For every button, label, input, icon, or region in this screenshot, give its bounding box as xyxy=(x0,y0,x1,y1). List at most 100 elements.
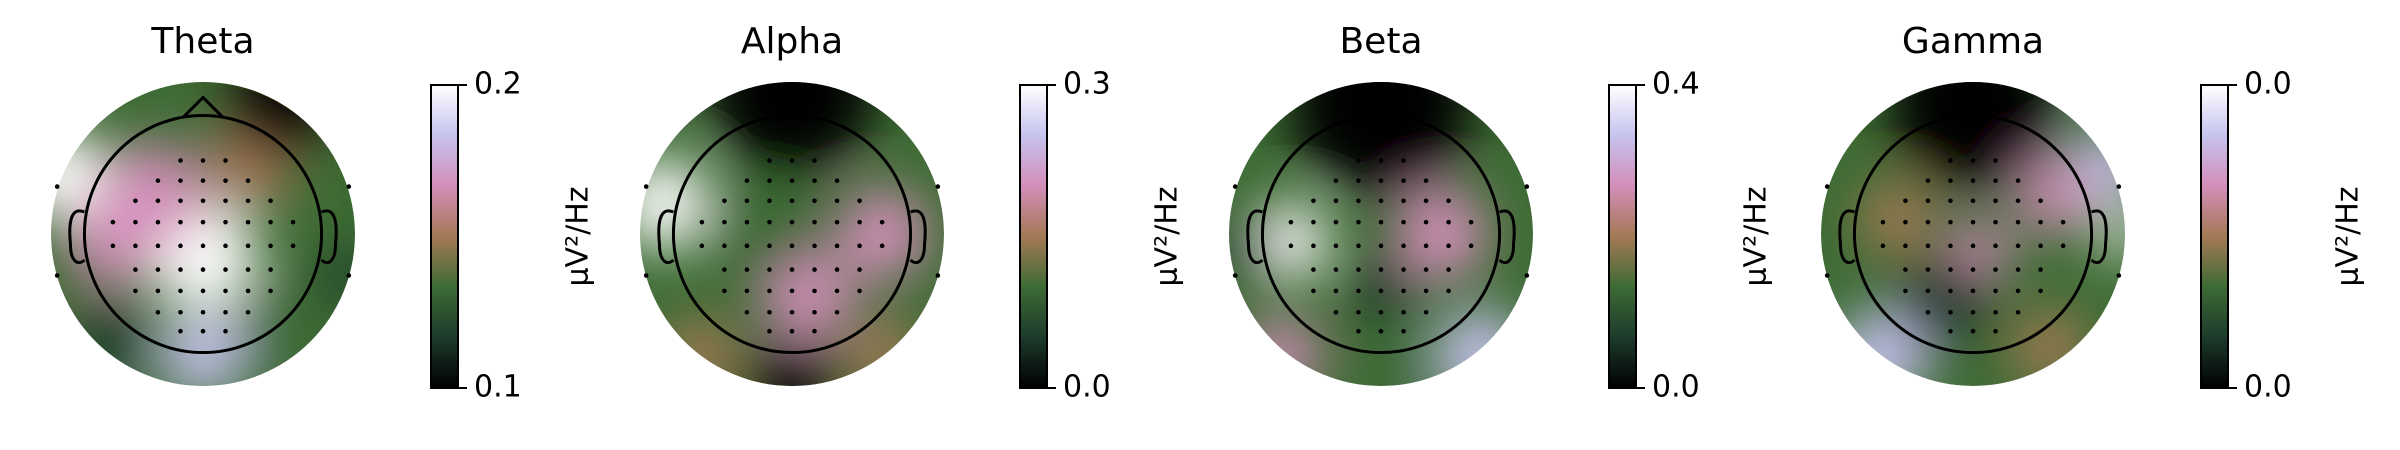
electrode xyxy=(1468,243,1474,249)
electrode xyxy=(1311,219,1316,225)
electrode xyxy=(1880,243,1886,249)
electrode xyxy=(2116,184,2122,189)
electrode xyxy=(789,178,795,183)
electrode xyxy=(200,309,206,315)
electrode xyxy=(834,267,840,272)
ear xyxy=(1246,209,1264,265)
head-outline xyxy=(1852,113,2094,355)
field-blob xyxy=(2102,211,2125,257)
electrode xyxy=(2060,219,2066,225)
field-blob xyxy=(845,317,922,386)
electrode xyxy=(1925,243,1931,249)
colorbar-tick-label: 0.4 xyxy=(1652,67,1700,102)
electrode xyxy=(767,267,772,272)
electrode xyxy=(223,288,228,294)
electrode xyxy=(834,288,840,294)
electrode xyxy=(245,178,251,183)
electrode xyxy=(245,288,251,294)
topomap-panel: Gamma 0.0 0.0 µV²/Hz xyxy=(1821,21,2366,405)
electrode xyxy=(290,219,296,225)
electrode xyxy=(1970,178,1976,183)
head-outline xyxy=(671,113,913,355)
electrode xyxy=(767,288,772,294)
electrode xyxy=(767,198,772,204)
electrode xyxy=(200,198,206,204)
electrode xyxy=(789,243,795,249)
electrode xyxy=(245,267,251,272)
head-outline xyxy=(1260,113,1502,355)
electrode xyxy=(744,309,750,315)
electrode xyxy=(1423,178,1429,183)
electrode xyxy=(200,243,206,249)
electrode xyxy=(1948,243,1953,249)
electrode xyxy=(812,309,817,315)
electrode xyxy=(1925,309,1931,315)
electrode xyxy=(1993,288,1998,294)
electrode xyxy=(223,198,228,204)
electrode xyxy=(767,243,772,249)
electrode xyxy=(1401,288,1406,294)
electrode xyxy=(1423,288,1429,294)
electrode xyxy=(812,267,817,272)
electrode xyxy=(879,219,885,225)
electrode xyxy=(857,267,862,272)
electrode xyxy=(1925,288,1931,294)
ear xyxy=(320,209,338,265)
electrode xyxy=(1423,267,1429,272)
electrode xyxy=(744,288,750,294)
electrode xyxy=(223,178,228,183)
electrode xyxy=(2015,178,2021,183)
electrode xyxy=(767,178,772,183)
electrode xyxy=(1378,178,1384,183)
electrode xyxy=(789,158,795,163)
electrode xyxy=(178,243,183,249)
electrode xyxy=(1333,267,1339,272)
electrode xyxy=(1288,243,1294,249)
electrode xyxy=(1333,178,1339,183)
electrode xyxy=(1948,309,1953,315)
electrode xyxy=(1378,243,1384,249)
ear xyxy=(2090,209,2108,265)
colorbar-tick-label: 0.0 xyxy=(1652,370,1700,405)
electrode xyxy=(1993,243,1998,249)
electrode xyxy=(1401,243,1406,249)
electrode xyxy=(744,243,750,249)
electrode xyxy=(834,219,840,225)
nose xyxy=(770,95,814,119)
electrode xyxy=(178,198,183,204)
electrode xyxy=(1970,243,1976,249)
electrode xyxy=(744,267,750,272)
electrode xyxy=(1356,243,1361,249)
electrode xyxy=(2038,198,2043,204)
electrode xyxy=(935,184,941,189)
electrode xyxy=(1378,158,1384,163)
field-blob xyxy=(2018,158,2095,234)
field-blob xyxy=(837,188,929,280)
electrode xyxy=(1468,219,1474,225)
electrode xyxy=(133,267,138,272)
electrode xyxy=(133,288,138,294)
electrode xyxy=(2116,273,2122,278)
electrode xyxy=(223,219,228,225)
field-blob xyxy=(160,313,246,386)
electrode xyxy=(722,288,727,294)
electrode xyxy=(110,219,116,225)
electrode xyxy=(789,328,795,334)
electrode xyxy=(1970,288,1976,294)
electrode xyxy=(155,178,161,183)
electrode xyxy=(812,243,817,249)
colorbar-label: µV²/Hz xyxy=(1739,186,1774,286)
electrode xyxy=(722,243,727,249)
electrode xyxy=(133,219,138,225)
electrode xyxy=(1970,158,1976,163)
electrode xyxy=(1232,273,1238,278)
field-blob xyxy=(640,158,709,250)
field-blobs xyxy=(640,82,929,386)
electrode xyxy=(1401,267,1406,272)
electrode xyxy=(643,273,649,278)
electrode xyxy=(857,198,862,204)
electrode xyxy=(1524,273,1530,278)
electrode xyxy=(346,184,352,189)
colorbar-tick-label: 0.0 xyxy=(2244,67,2292,102)
